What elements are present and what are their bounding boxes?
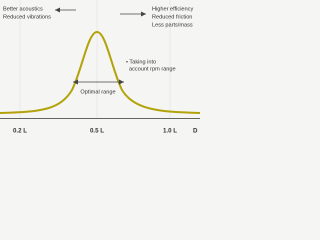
range-label: Optimal range	[80, 89, 115, 95]
tick-label: 0.5 L	[90, 128, 104, 135]
annotation: Less parts/mass	[152, 22, 193, 28]
tick-label: 1.0 L	[163, 128, 177, 135]
page: Better acoustics Reduced vibrations High…	[0, 0, 200, 150]
annotation: Reduced friction	[152, 14, 192, 20]
annotation: Reduced vibrations	[3, 14, 51, 20]
grid	[19, 0, 171, 118]
annotation: account rpm range	[129, 66, 176, 72]
curve	[0, 30, 200, 114]
annotation: Better acoustics	[3, 6, 43, 12]
diagram: Better acoustics Reduced vibrations High…	[0, 0, 200, 150]
background	[0, 0, 200, 150]
annotation: Higher efficiency	[152, 6, 193, 12]
annotation: • Taking into	[126, 59, 156, 65]
tick-label: 0.2 L	[13, 128, 27, 135]
axis-label: D	[193, 128, 198, 135]
